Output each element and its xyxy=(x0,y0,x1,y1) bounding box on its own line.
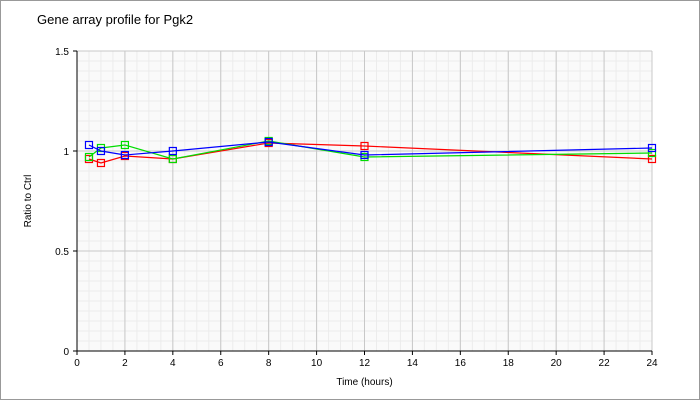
x-tick-label: 0 xyxy=(74,358,80,369)
x-tick-label: 8 xyxy=(266,358,272,369)
y-tick-label: 1.5 xyxy=(55,47,69,58)
x-tick-label: 14 xyxy=(407,358,419,369)
x-tick-label: 4 xyxy=(170,358,176,369)
y-tick-label: 0 xyxy=(63,347,69,358)
x-tick-label: 12 xyxy=(359,358,371,369)
data-point-blue xyxy=(168,146,177,156)
x-tick-label: 24 xyxy=(646,358,658,369)
y-tick-label: 0.5 xyxy=(55,247,69,258)
x-tick-label: 18 xyxy=(503,358,515,369)
y-tick-label: 1 xyxy=(63,147,69,158)
x-tick-label: 6 xyxy=(218,358,224,369)
x-tick-label: 22 xyxy=(599,358,611,369)
x-tick-label: 2 xyxy=(122,358,128,369)
x-axis-label: Time (hours) xyxy=(336,377,392,388)
data-point-blue xyxy=(120,150,130,160)
data-point-green xyxy=(168,154,177,164)
data-point-blue xyxy=(647,143,657,153)
data-point-green xyxy=(647,148,657,158)
data-point-red xyxy=(96,158,106,168)
data-point-blue xyxy=(96,146,106,156)
data-point-blue xyxy=(84,140,94,150)
x-tick-label: 16 xyxy=(455,358,467,369)
y-axis-label: Ratio to Ctrl xyxy=(23,175,34,228)
data-point-green xyxy=(84,152,94,162)
series-line-blue xyxy=(88,141,653,156)
x-tick-label: 10 xyxy=(311,358,323,369)
x-tick-label: 20 xyxy=(551,358,563,369)
data-point-red xyxy=(360,141,369,151)
data-point-green xyxy=(120,140,130,150)
data-point-red xyxy=(647,154,657,164)
chart-title: Gene array profile for Pgk2 xyxy=(37,12,194,27)
data-point-blue xyxy=(360,150,369,160)
data-point-blue xyxy=(264,137,273,147)
